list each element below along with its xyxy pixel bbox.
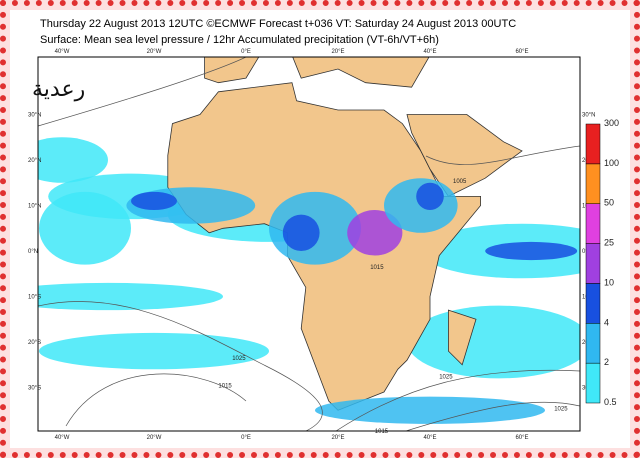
rain-area xyxy=(485,241,578,261)
lat-label-left: 0°N xyxy=(28,249,38,255)
lat-label-left: 20°S xyxy=(28,340,41,346)
colorbar-segment xyxy=(585,362,601,404)
isobar-label: 1015 xyxy=(375,429,389,435)
lon-label-top: 40°E xyxy=(423,49,436,55)
lat-label-left: 10°S xyxy=(28,295,41,301)
isobar-label: 1005 xyxy=(453,179,467,185)
colorbar-label: 2 xyxy=(604,357,609,367)
colorbar-segment xyxy=(585,163,601,204)
watermark: رعدية xyxy=(32,77,85,102)
colorbar-label: 100 xyxy=(604,158,619,168)
colorbar-label: 25 xyxy=(604,238,614,248)
rain-area xyxy=(38,137,108,183)
rain-area xyxy=(416,182,444,211)
colorbar-label: 4 xyxy=(604,317,609,327)
lon-label-bottom: 20°E xyxy=(331,435,344,441)
colorbar-label: 300 xyxy=(604,118,619,128)
colorbar-label: 50 xyxy=(604,198,614,208)
colorbar-segment xyxy=(585,123,601,165)
lon-label-top: 60°E xyxy=(515,49,528,55)
lon-label-top: 20°W xyxy=(147,49,162,55)
colorbar-segment xyxy=(585,243,601,284)
lat-label-left: 20°N xyxy=(28,158,41,164)
map-svg: رعدية 40°W 40°W 20°W 20°W 0°E 0°E 20°E 20°E 40°E… xyxy=(28,49,619,441)
rain-area xyxy=(347,210,403,256)
rain-area xyxy=(407,305,580,379)
lat-label-left: 30°N xyxy=(28,113,41,119)
lon-label-top: 20°E xyxy=(331,49,344,55)
rain-area xyxy=(39,332,269,370)
isobar-label: 1025 xyxy=(232,356,246,362)
lat-label-left: 30°S xyxy=(28,386,41,392)
map-frame xyxy=(37,56,581,432)
land-mass xyxy=(406,114,523,197)
subtitle: Surface: Mean sea level pressure / 12hr … xyxy=(40,34,439,46)
precipitation-over-land xyxy=(126,178,578,424)
lon-label-bottom: 60°E xyxy=(515,435,528,441)
lon-label-bottom: 0°E xyxy=(241,435,251,441)
rain-area xyxy=(38,282,223,311)
lat-label-left: 10°N xyxy=(28,204,41,210)
isobar-label: 1025 xyxy=(554,406,568,412)
isobar-label: 1025 xyxy=(439,374,453,380)
rain-area xyxy=(282,214,320,251)
colorbar-segment xyxy=(585,203,601,244)
rain-area xyxy=(39,191,131,265)
lon-label-top: 40°W xyxy=(55,49,70,55)
lon-label-bottom: 20°W xyxy=(147,435,162,441)
colorbar-label: 10 xyxy=(604,277,614,287)
rain-area xyxy=(315,396,545,424)
colorbar-segment xyxy=(585,283,601,324)
rain-area xyxy=(131,191,177,211)
isobar-label: 1015 xyxy=(218,384,232,390)
colorbar-segment xyxy=(585,323,601,364)
title: Thursday 22 August 2013 12UTC ©ECMWF For… xyxy=(40,18,517,30)
map-area xyxy=(38,57,580,431)
land-mass xyxy=(292,57,430,88)
lon-label-top: 0°E xyxy=(241,49,251,55)
colorbar-label: 0.5 xyxy=(604,397,617,407)
land-mass xyxy=(204,57,260,84)
lon-label-bottom: 40°E xyxy=(423,435,436,441)
isobars xyxy=(38,57,580,431)
lon-label-bottom: 40°W xyxy=(55,435,70,441)
isobar-label: 1015 xyxy=(370,265,384,271)
lat-label-right: 30°N xyxy=(582,113,595,119)
land-mass xyxy=(448,309,477,366)
